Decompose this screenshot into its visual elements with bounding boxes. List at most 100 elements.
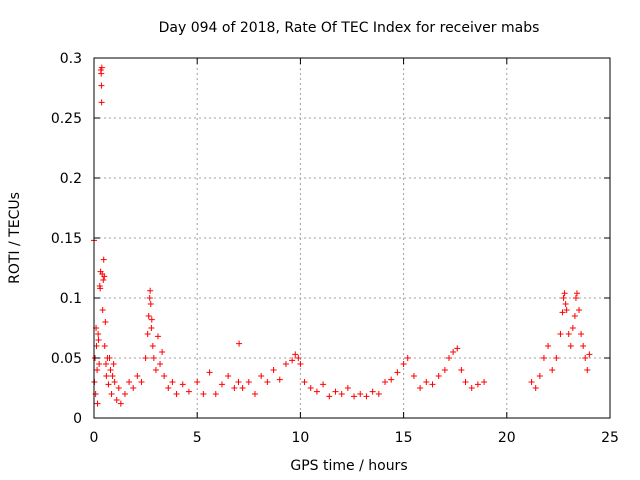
data-point (561, 290, 568, 297)
data-point (410, 373, 417, 379)
plot-frame (93, 57, 611, 419)
data-point (102, 319, 109, 325)
data-point (149, 343, 156, 349)
data-point (282, 361, 289, 367)
data-point (169, 379, 176, 385)
data-point (173, 391, 180, 397)
data-point (94, 400, 101, 407)
grid-lines (94, 58, 610, 418)
data-point (557, 331, 564, 337)
data-point (532, 385, 539, 391)
y-tick-label: 0.1 (60, 291, 82, 307)
data-point (562, 301, 569, 307)
data-point (545, 343, 552, 349)
data-point (150, 355, 157, 361)
data-point (152, 367, 159, 373)
data-point (251, 391, 258, 397)
data-point (375, 391, 382, 397)
data-point (572, 295, 579, 301)
data-point (231, 385, 238, 391)
data-point (95, 331, 102, 337)
data-point (225, 373, 232, 379)
data-point (563, 307, 570, 313)
data-point (326, 393, 333, 400)
data-point (147, 301, 154, 307)
data-point (134, 373, 141, 379)
data-point (270, 367, 277, 373)
data-point (301, 379, 308, 385)
data-point (580, 343, 587, 349)
data-point (357, 391, 364, 397)
data-point (106, 355, 113, 361)
data-point (105, 381, 112, 388)
y-tick-label: 0 (73, 411, 82, 427)
data-point (206, 369, 213, 376)
data-point (584, 367, 591, 373)
y-tick-label: 0.2 (60, 171, 82, 187)
data-point (528, 379, 535, 385)
data-point (567, 343, 574, 349)
chart-title: Day 094 of 2018, Rate Of TEC Index for r… (159, 20, 540, 36)
y-tick-label: 0.15 (51, 231, 82, 247)
data-point (159, 349, 166, 355)
data-point (404, 355, 411, 361)
data-point (276, 376, 283, 383)
data-point (148, 325, 155, 331)
data-point (388, 376, 395, 383)
data-point (99, 307, 106, 313)
y-axis-label: ROTI / TECUs (7, 192, 23, 284)
data-point (450, 349, 457, 355)
data-point (363, 393, 370, 400)
data-point (454, 345, 461, 352)
data-point (573, 290, 580, 297)
data-point (332, 388, 339, 395)
data-point (369, 388, 376, 395)
data-point (218, 381, 225, 388)
data-point (576, 307, 583, 313)
data-point (320, 381, 327, 388)
data-point (148, 316, 155, 323)
data-point (185, 388, 192, 395)
data-point (97, 285, 104, 292)
data-point (94, 367, 101, 373)
data-point (258, 373, 265, 379)
x-tick-label: 5 (193, 430, 202, 446)
data-point (245, 379, 252, 385)
data-point (553, 355, 560, 361)
data-point (194, 379, 201, 385)
data-point (144, 331, 151, 337)
data-point (540, 355, 547, 361)
data-point (474, 381, 481, 388)
data-point (98, 64, 105, 71)
data-point (338, 391, 345, 397)
data-point (582, 355, 589, 361)
data-point (212, 391, 219, 397)
data-point (165, 385, 172, 391)
data-point (109, 373, 116, 379)
y-tick-label: 0.05 (51, 351, 82, 367)
data-point (351, 393, 358, 400)
y-tick-label: 0.25 (51, 111, 82, 127)
data-point (400, 361, 407, 367)
data-point (560, 295, 567, 301)
data-point (102, 361, 109, 367)
data-point (107, 367, 114, 373)
data-point (96, 361, 103, 367)
data-point (126, 379, 133, 385)
data-point (130, 385, 137, 391)
data-point (441, 367, 448, 373)
data-point (138, 379, 145, 385)
data-point (458, 367, 465, 373)
data-point (462, 379, 469, 385)
data-point (103, 373, 110, 379)
x-tick-label: 10 (291, 430, 309, 446)
data-point (565, 331, 572, 337)
data-point (121, 391, 128, 397)
data-point (297, 361, 304, 367)
data-point (559, 309, 566, 316)
data-point (115, 385, 122, 391)
data-point (549, 367, 556, 373)
data-point (289, 357, 296, 364)
data-point (292, 351, 299, 358)
data-point (179, 381, 186, 388)
